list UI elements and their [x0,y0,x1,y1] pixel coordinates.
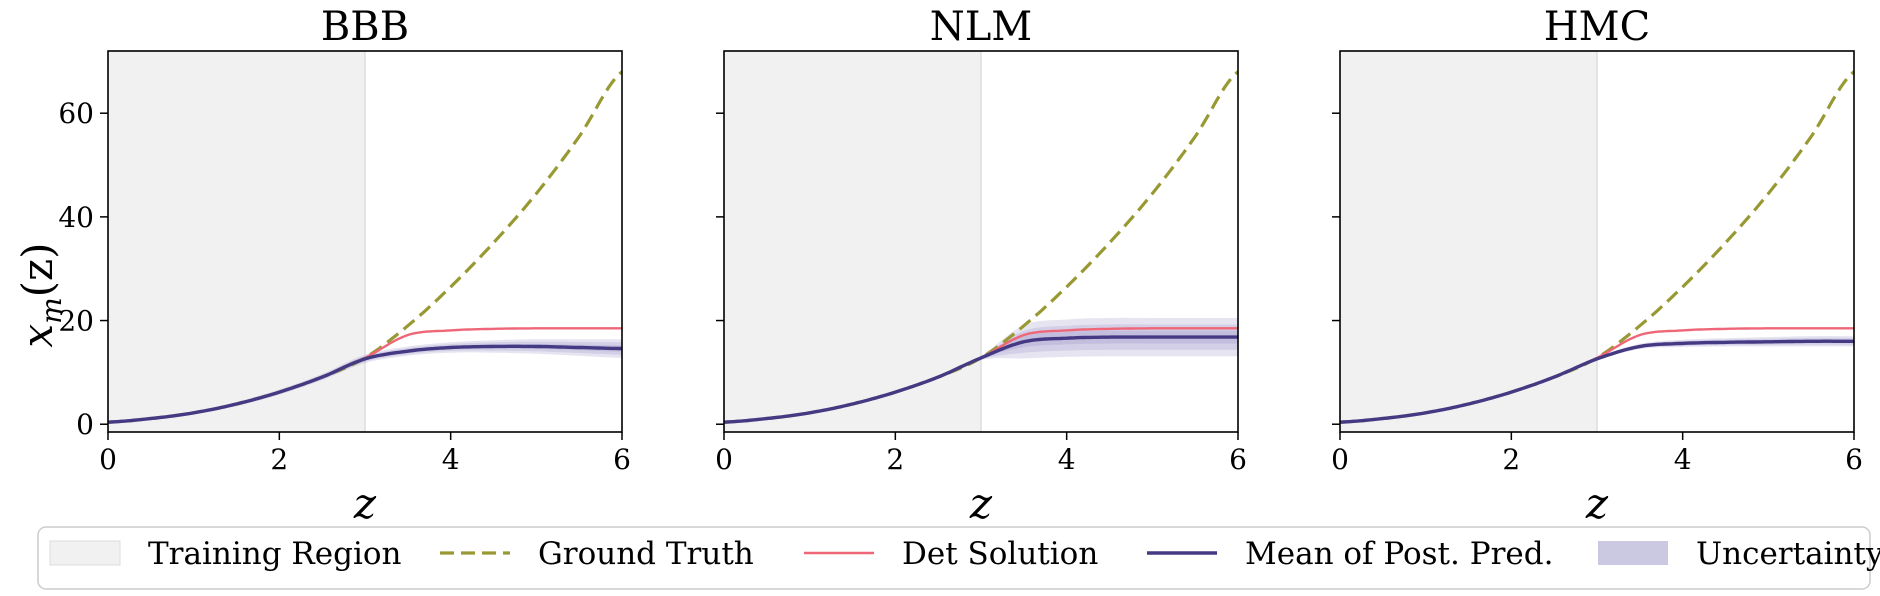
axes-frame [1339,50,1855,433]
mean-line [107,344,622,424]
legend-entry-ground_truth: Ground Truth [440,536,754,572]
x-tick-label: 0 [99,443,117,476]
uncertainty-band-3 [724,330,1238,423]
x-tick-label: 4 [1674,443,1692,476]
y-label-sub: m [35,297,68,324]
legend-label: Ground Truth [538,536,754,572]
x-tick-label: 6 [613,443,631,476]
legend-box [37,526,1871,590]
axes-frame [107,50,623,433]
x-tick-label: 0 [1331,443,1349,476]
panel-title: BBB [321,4,409,50]
uncertainty-band-1 [724,317,1238,423]
x-tick-label: 6 [1229,443,1247,476]
mean-line [1339,339,1854,424]
y-tick-label: 40 [58,201,94,234]
y-tick-label: 60 [58,97,94,130]
x-axis-label: z [969,479,993,528]
legend-entry-mean: Mean of Post. Pred. [1147,536,1553,572]
legend-label: Uncertainty [1696,536,1880,572]
legend-entry-uncertainty: Uncertainty [1598,536,1880,572]
legend-swatch-training [49,540,121,566]
panel-title: NLM [930,4,1033,50]
y-label-main: x [13,324,62,348]
legend-label: Det Solution [902,536,1098,572]
training-region [724,51,981,432]
y-axis-label-text: xm(z) [13,242,68,347]
legend-swatch-uncertainty [1598,541,1668,565]
y-tick-label: 0 [76,408,94,441]
legend-entry-det: Det Solution [804,536,1098,572]
uncertainty-band-1 [108,339,622,424]
x-axis-label: z [353,479,377,528]
panel-hmc: HMC 0 2 4 6 z [1331,4,1863,528]
mean-line [723,335,1238,424]
legend-label: Mean of Post. Pred. [1245,536,1553,572]
x-axis-label: z [1585,479,1609,528]
training-region [108,51,365,432]
training-region [1340,51,1597,432]
x-tick-label: 6 [1845,443,1863,476]
uncertainty-band-1 [1340,336,1854,423]
y-label-arg: (z) [13,242,62,297]
legend-entry-training: Training Region [49,536,402,572]
axes-frame [723,50,1239,433]
x-tick-label: 4 [1058,443,1076,476]
x-tick-label: 4 [442,443,460,476]
x-tick-label: 2 [886,443,904,476]
x-tick-label: 2 [1502,443,1520,476]
legend-label: Training Region [148,536,402,572]
panel-title: HMC [1544,4,1650,50]
y-tick-label: 20 [58,305,94,338]
legend: Training Region Ground Truth Det Solution M… [37,526,1880,590]
uncertainty-band-2 [724,324,1238,423]
x-tick-label: 2 [270,443,288,476]
panel-nlm: NLM 0 2 4 6 z [715,4,1247,528]
y-axis-label: xm(z) [13,242,68,347]
x-tick-label: 0 [715,443,733,476]
